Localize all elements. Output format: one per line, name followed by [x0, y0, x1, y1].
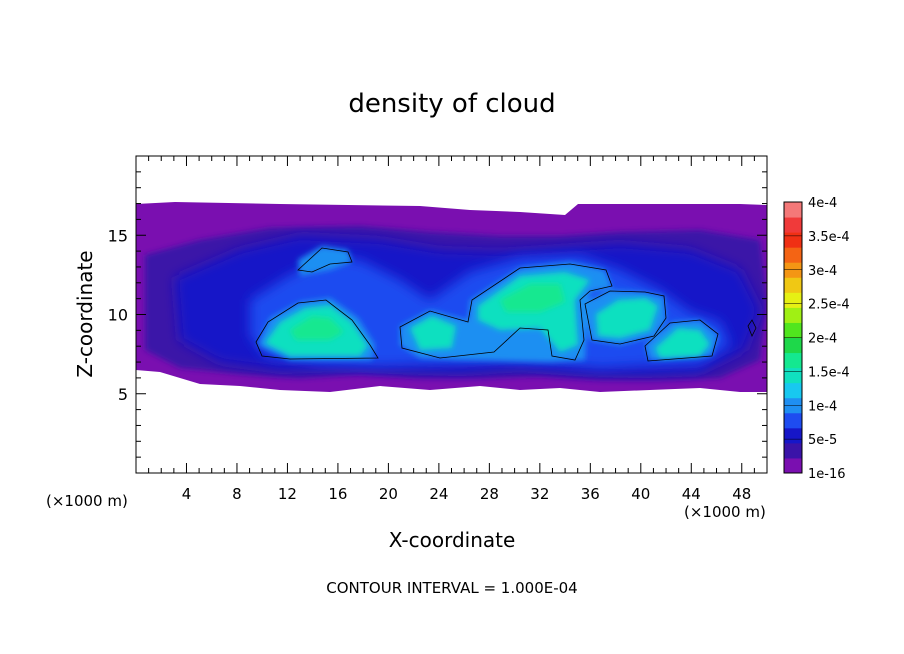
colorbar-label: 3.5e-4	[808, 230, 850, 245]
density-field	[136, 202, 767, 392]
colorbar-swatch	[784, 202, 802, 218]
contour-4	[644, 319, 719, 362]
colorbar-swatch	[784, 352, 802, 369]
colorbar-swatch	[784, 307, 802, 323]
colorbar-label: 4e-4	[808, 196, 837, 211]
core-layer-green	[290, 284, 565, 340]
colorbar-label: 1e-4	[808, 399, 837, 414]
contour-6	[747, 319, 757, 337]
contour-lines	[255, 247, 757, 362]
colorbar-swatch	[784, 457, 802, 474]
colorbar-swatch	[784, 412, 802, 429]
contour-3	[584, 290, 667, 345]
contour-1	[255, 299, 379, 360]
colorbar-label: 2e-4	[808, 332, 837, 347]
x-tick-label: 12	[278, 485, 297, 503]
x-tick-label: 32	[530, 485, 549, 503]
chart-title: density of cloud	[348, 89, 555, 119]
colorbar-label: 2.5e-4	[808, 298, 850, 313]
colorbar-swatch	[784, 367, 802, 384]
colorbar-label: 1e-16	[808, 467, 846, 482]
contour-2	[399, 263, 613, 361]
colorbar-swatch	[784, 427, 802, 444]
y-axis-ticks: 5 10 15	[108, 171, 767, 458]
colorbar-swatch	[784, 382, 802, 399]
x-axis-ticks: 4 8 12 16 20 24 28 32 36 40 44 48	[148, 156, 755, 503]
colorbar: 1e-16 5e-5 1e-4 1.5e-4 2e-4 2.5e-4 3e-4 3.5e-4 4…	[783, 196, 850, 482]
x-tick-label: 8	[232, 485, 242, 503]
x-tick-label: 40	[631, 485, 650, 503]
x-tick-label: 20	[379, 485, 398, 503]
x-tick-label: 36	[581, 485, 600, 503]
colorbar-label: 1.5e-4	[808, 365, 850, 380]
x-tick-label: 48	[732, 485, 751, 503]
colorbar-swatch	[784, 322, 802, 338]
colorbar-swatch	[784, 217, 802, 233]
x-tick-label: 28	[480, 485, 499, 503]
x-tick-label: 4	[182, 485, 192, 503]
colorbar-swatch	[784, 232, 802, 248]
y-tick-label: 10	[108, 306, 128, 325]
x-unit-label-left: (×1000 m)	[46, 492, 128, 510]
contour-interval-note: CONTOUR INTERVAL = 1.000E-04	[326, 579, 577, 597]
y-tick-label: 15	[108, 226, 128, 245]
colorbar-swatch	[784, 292, 802, 308]
x-axis-label: X-coordinate	[389, 528, 516, 552]
colorbar-swatch	[784, 442, 802, 459]
x-tick-label: 44	[682, 485, 701, 503]
colorbar-label: 5e-5	[808, 433, 837, 448]
y-axis-label: Z-coordinate	[73, 250, 97, 377]
contour-5	[297, 247, 353, 273]
colorbar-swatch	[784, 277, 802, 293]
y-tick-label: 5	[118, 385, 128, 404]
colorbar-swatch	[784, 337, 802, 354]
colorbar-label: 3e-4	[808, 264, 837, 279]
colorbar-swatch	[784, 247, 802, 263]
x-unit-label-right: (×1000 m)	[684, 503, 766, 521]
x-tick-label: 16	[328, 485, 347, 503]
x-tick-label: 24	[429, 485, 448, 503]
